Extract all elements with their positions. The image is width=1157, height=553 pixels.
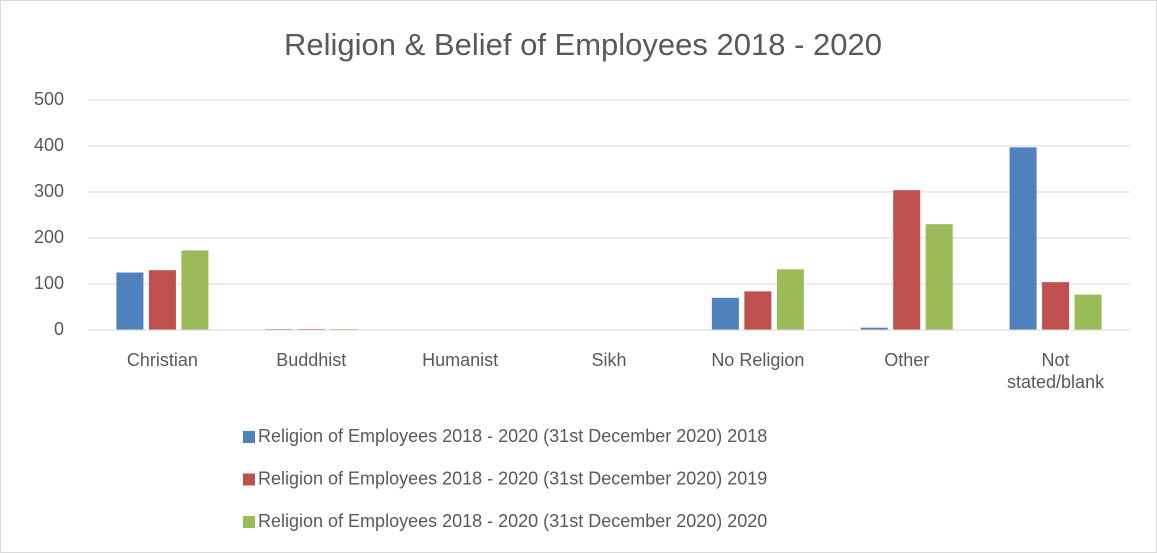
y-tick-label: 500 (34, 89, 64, 109)
y-tick-label: 100 (34, 273, 64, 293)
x-tick-label: Christian (126, 350, 198, 370)
bar (1042, 282, 1070, 330)
y-tick-label: 400 (34, 135, 64, 155)
bar (1009, 147, 1037, 330)
bar (744, 291, 772, 330)
bar (776, 269, 804, 330)
bar (711, 297, 739, 330)
bar (1074, 294, 1102, 330)
x-tick-label: No Religion (711, 350, 805, 370)
legend-swatch (243, 516, 255, 528)
legend-label: Religion of Employees 2018 - 2020 (31st … (258, 511, 767, 531)
x-tick-label: Buddhist (276, 350, 347, 370)
bar (181, 250, 209, 330)
y-tick-label: 200 (34, 227, 64, 247)
legend-label: Religion of Employees 2018 - 2020 (31st … (258, 468, 767, 488)
bar (116, 272, 144, 330)
x-tick-label: Sikh (591, 350, 627, 370)
bar (860, 327, 888, 330)
chart-title: Religion & Belief of Employees 2018 - 20… (284, 27, 882, 62)
legend-swatch (243, 473, 255, 486)
bar (148, 270, 176, 330)
legend-label: Religion of Employees 2018 - 2020 (31st … (258, 426, 767, 446)
bar (893, 190, 921, 330)
x-tick-label: Humanist (422, 350, 499, 370)
legend-swatch (243, 431, 255, 443)
x-tick-label: Other (884, 350, 930, 370)
x-tick-label: Not stated/blank (1007, 350, 1105, 392)
bar (925, 224, 953, 330)
y-tick-label: 0 (54, 319, 64, 339)
y-tick-label: 300 (34, 181, 64, 201)
